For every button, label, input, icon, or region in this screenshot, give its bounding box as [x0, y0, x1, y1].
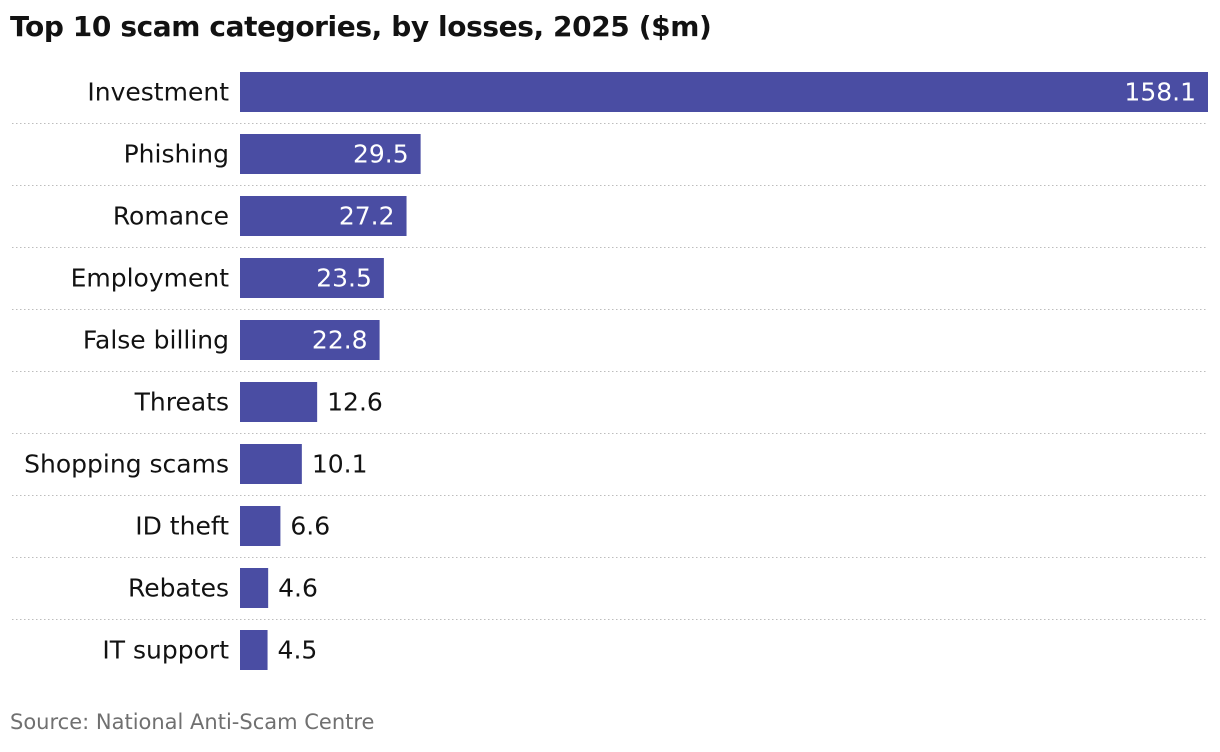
category-label: Investment [87, 78, 229, 107]
source-note: Source: National Anti-Scam Centre [10, 710, 375, 734]
category-label: Romance [113, 202, 229, 231]
value-label: 22.8 [312, 326, 368, 355]
bar [240, 320, 380, 360]
value-label: 27.2 [339, 202, 395, 231]
category-label: False billing [83, 326, 229, 355]
category-label: IT support [102, 636, 229, 665]
category-label: ID theft [135, 512, 229, 541]
value-label: 29.5 [353, 140, 409, 169]
value-label: 6.6 [290, 512, 330, 541]
category-label: Threats [134, 388, 229, 417]
value-label: 23.5 [316, 264, 372, 293]
bar [240, 630, 268, 670]
category-label: Employment [71, 264, 230, 293]
chart-title: Top 10 scam categories, by losses, 2025 … [10, 10, 712, 43]
bar [240, 382, 318, 422]
category-label: Rebates [128, 574, 229, 603]
value-label: 10.1 [312, 450, 368, 479]
category-label: Shopping scams [24, 450, 229, 479]
value-label: 4.5 [278, 636, 318, 665]
bar [240, 258, 384, 298]
bar [240, 568, 269, 608]
bar [240, 134, 421, 174]
bar [240, 196, 407, 236]
bar [240, 72, 1208, 112]
category-label: Phishing [124, 140, 229, 169]
value-label: 12.6 [327, 388, 383, 417]
value-label: 4.6 [278, 574, 318, 603]
bar [240, 506, 281, 546]
value-label: 158.1 [1124, 78, 1196, 107]
bar [240, 444, 302, 484]
